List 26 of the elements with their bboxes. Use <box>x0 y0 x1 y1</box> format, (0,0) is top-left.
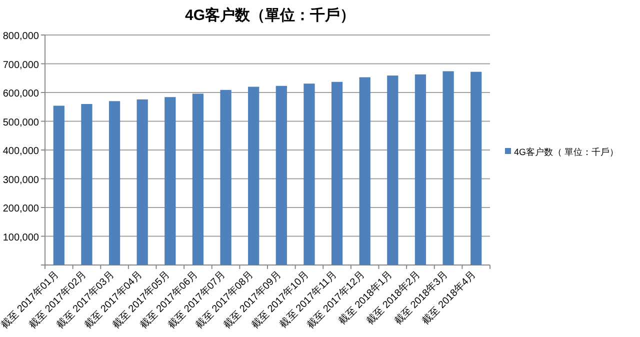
bar <box>304 84 315 265</box>
y-tick-label: 100,000 <box>2 232 40 244</box>
bar <box>81 104 92 265</box>
bar <box>192 94 204 265</box>
bar <box>414 74 426 265</box>
y-tick-label: 200,000 <box>2 204 40 214</box>
bar <box>276 86 287 265</box>
bar <box>387 76 398 265</box>
bar <box>136 99 148 265</box>
y-tick-label: 800,000 <box>2 31 40 42</box>
bar <box>359 77 370 265</box>
chart-title: 4G客户数（單位：千戶） <box>184 6 356 24</box>
bar <box>220 90 232 265</box>
y-tick-label: 400,000 <box>2 146 40 157</box>
bar <box>53 106 64 265</box>
legend-label: 4G客户数（ 單位：千戶） <box>514 147 619 157</box>
bar <box>248 86 260 265</box>
y-tick-label: 500,000 <box>2 117 40 128</box>
bar <box>108 101 120 265</box>
y-tick-label: 300,000 <box>2 174 40 186</box>
bar <box>331 82 343 265</box>
bar <box>442 71 454 265</box>
y-tick-label: 600,000 <box>2 88 40 100</box>
y-tick-label: 700,000 <box>2 60 40 71</box>
bar <box>470 72 482 265</box>
bar <box>164 97 176 265</box>
